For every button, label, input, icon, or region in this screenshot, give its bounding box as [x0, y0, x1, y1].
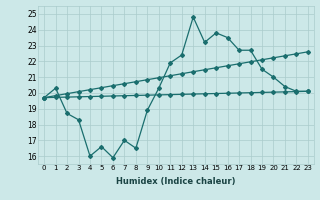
- X-axis label: Humidex (Indice chaleur): Humidex (Indice chaleur): [116, 177, 236, 186]
